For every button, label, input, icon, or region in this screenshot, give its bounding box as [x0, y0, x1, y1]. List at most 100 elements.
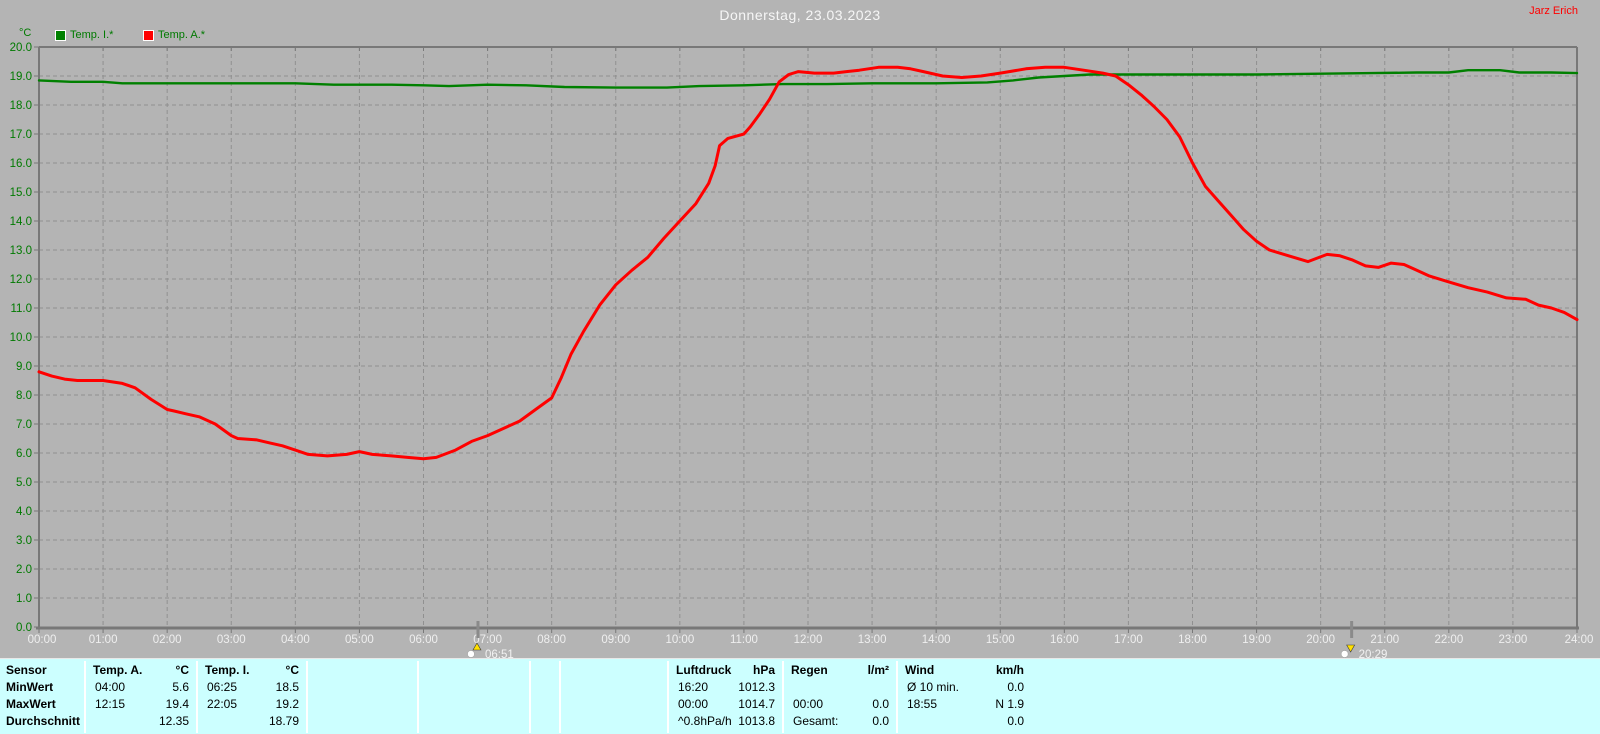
y-axis-label: 8.0: [16, 390, 32, 402]
table-row-label: Sensor: [6, 663, 47, 677]
x-axis-label: 14:00: [922, 634, 951, 646]
y-axis-label: 20.0: [10, 42, 32, 54]
x-axis-label: 15:00: [986, 634, 1015, 646]
table-column-separator: [529, 661, 531, 733]
table-cell-value: 1013.8: [738, 714, 775, 728]
y-axis-label: 3.0: [16, 535, 32, 547]
y-axis-label: 14.0: [10, 216, 32, 228]
table-cell-time: 06:25: [207, 680, 238, 694]
table-column-separator: [667, 661, 669, 733]
y-axis-label: 11.0: [10, 303, 32, 315]
sunrise-icon-arrow: [472, 642, 482, 651]
table-column-separator: [306, 661, 308, 733]
y-axis-label: 17.0: [10, 129, 32, 141]
sunrise-time-label: 06:51: [485, 649, 514, 660]
x-axis-label: 01:00: [89, 634, 118, 646]
y-axis-label: 5.0: [16, 477, 32, 489]
temp-a-legend-swatch: [143, 30, 154, 41]
table-cell-value: 0.0: [872, 714, 889, 728]
y-axis-label: 16.0: [10, 158, 32, 170]
x-axis-label: 11:00: [730, 634, 758, 646]
table-cell-value: 1014.7: [738, 697, 775, 711]
x-axis-label: 21:00: [1370, 634, 1399, 646]
table-row-label: MinWert: [6, 680, 54, 694]
y-axis-label: 12.0: [10, 274, 32, 286]
x-axis-label: 10:00: [665, 634, 694, 646]
table-column-separator: [196, 661, 198, 733]
table-cell-value: 19.4: [165, 697, 189, 711]
table-cell-value: 12.35: [158, 714, 189, 728]
table-cell-value: 0.0: [872, 697, 889, 711]
table-col-header: Temp. A.: [93, 663, 143, 677]
y-axis-label: 18.0: [10, 100, 32, 112]
table-column-separator: [896, 661, 898, 733]
table-cell-value: 18.79: [268, 714, 299, 728]
table-cell-time: 00:00: [793, 697, 824, 711]
table-cell-time: 00:00: [678, 697, 709, 711]
y-axis-label: 1.0: [16, 593, 32, 605]
table-col-unit: l/m²: [867, 663, 889, 677]
table-cell-value: 1012.3: [738, 680, 775, 694]
table-cell-value: 18.5: [275, 680, 299, 694]
table-col-unit: km/h: [995, 663, 1024, 677]
x-axis-label: 13:00: [858, 634, 887, 646]
temp-a-legend-label: Temp. A.*: [158, 29, 206, 41]
user-name-label: Jarz Erich: [1529, 5, 1578, 17]
sunrise-icon: [467, 650, 475, 658]
x-axis-label: 16:00: [1050, 634, 1079, 646]
x-axis-label: 24:00: [1565, 634, 1594, 646]
statistics-table: Sensor MinWert MaxWert Durchschnitt Temp. A.…: [0, 658, 1600, 734]
x-axis-label: 06:00: [409, 634, 438, 646]
table-col-header: Luftdruck: [676, 663, 732, 677]
temp-i-legend-label: Temp. I.*: [70, 29, 114, 41]
y-axis-unit-label: °C: [19, 27, 32, 39]
table-cell-value: 0.0: [1007, 680, 1024, 694]
table-cell-value: 0.0: [1007, 714, 1024, 728]
y-axis-label: 13.0: [10, 245, 32, 257]
sunset-time-label: 20:29: [1359, 649, 1388, 660]
table-col-header: Temp. I.: [205, 663, 250, 677]
x-axis-label: 04:00: [281, 634, 310, 646]
y-axis-label: 0.0: [16, 622, 32, 634]
x-axis-label: 20:00: [1306, 634, 1335, 646]
x-axis-label: 05:00: [345, 634, 374, 646]
table-cell-value: 19.2: [275, 697, 299, 711]
temp-i-legend-swatch: [55, 30, 66, 41]
temperature-chart: 0.0 1.0 2.0 3.0 4.0 5.0 6.0 7.0 8.0 9.0 10.0 11.0 12…: [10, 42, 1594, 660]
page-title: Donnerstag, 23.03.2023: [719, 7, 881, 23]
x-axis-label: 00:00: [28, 634, 57, 646]
table-cell-time: 18:55: [907, 697, 938, 711]
y-axis-label: 2.0: [16, 564, 32, 576]
temp-i-line: [37, 68, 1579, 89]
table-col-header: Wind: [905, 663, 935, 677]
table-column-separator: [84, 661, 86, 733]
x-axis-label: 17:00: [1114, 634, 1143, 646]
x-axis-label: 08:00: [537, 634, 566, 646]
table-cell-time: 16:20: [678, 680, 709, 694]
y-axis-label: 4.0: [16, 506, 32, 518]
table-row-label: Durchschnitt: [6, 714, 81, 728]
x-axis-label: 09:00: [601, 634, 630, 646]
y-axis-label: 7.0: [16, 419, 32, 431]
table-column-separator: [559, 661, 561, 733]
table-column-separator: [417, 661, 419, 733]
table-col-unit: hPa: [752, 663, 775, 677]
y-axis-label: 6.0: [16, 448, 32, 460]
x-axis-label: 03:00: [217, 634, 246, 646]
table-column-separator: [782, 661, 784, 733]
sunset-icon-arrow: [1346, 644, 1356, 653]
temp-a-line: [37, 65, 1579, 461]
x-axis-label: 23:00: [1499, 634, 1528, 646]
table-cell-time: 12:15: [95, 697, 126, 711]
x-axis-label: 18:00: [1178, 634, 1207, 646]
table-cell-time: Gesamt:: [793, 714, 839, 728]
x-axis-label: 02:00: [153, 634, 182, 646]
table-cell-time: ^0.8hPa/h: [678, 714, 732, 728]
x-axis-label: 07:00: [473, 634, 502, 646]
table-cell-time: Ø 10 min.: [907, 680, 960, 694]
x-axis-label: 12:00: [794, 634, 823, 646]
table-cell-time: 04:00: [95, 680, 126, 694]
table-col-unit: °C: [175, 663, 189, 677]
table-cell-value: 5.6: [172, 680, 189, 694]
table-cell-time: 22:05: [207, 697, 238, 711]
